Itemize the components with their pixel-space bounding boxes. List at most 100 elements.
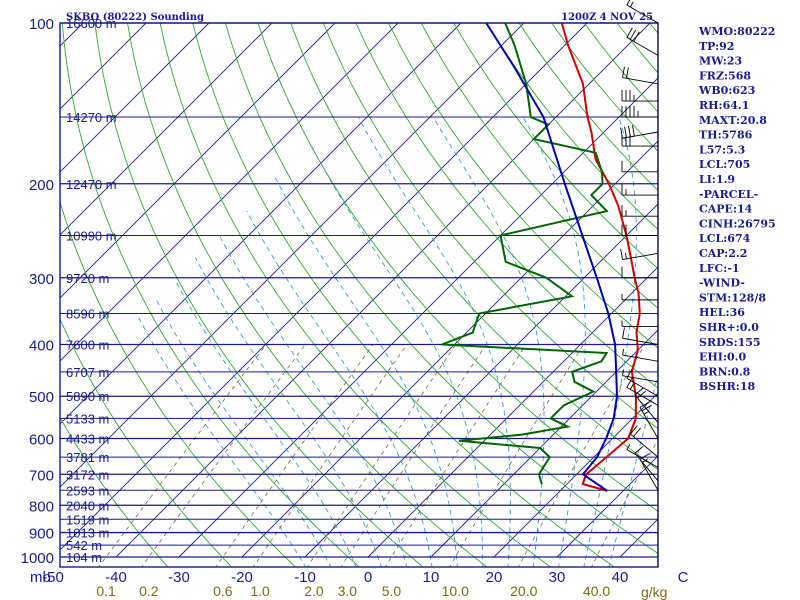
height-label: 5890 m bbox=[66, 389, 109, 404]
height-labels: 16600 m 14270 m 12470 m 10990 m 9720 m 8596 m… bbox=[66, 16, 117, 565]
isotherm-line bbox=[304, 203, 658, 558]
chart-title: SKBO (80222) Sounding bbox=[66, 12, 204, 23]
wind-barb-feather bbox=[620, 127, 623, 139]
stability-index: CINH:26795 bbox=[699, 217, 776, 230]
height-label: 16600 m bbox=[66, 16, 117, 31]
wind-barb-feather bbox=[632, 125, 635, 137]
stability-index: CAP:2.2 bbox=[699, 247, 747, 260]
height-label: 1013 m bbox=[66, 526, 109, 541]
wind-barb bbox=[622, 131, 659, 139]
height-label: 2593 m bbox=[66, 483, 109, 498]
wind-barb-feather bbox=[639, 401, 650, 408]
dewpoint-trace bbox=[441, 23, 609, 485]
stability-index: WB0:623 bbox=[698, 84, 755, 97]
isotherm-line bbox=[178, 77, 658, 558]
dry-adiabat-line bbox=[60, 318, 233, 567]
stability-index: WMO:80222 bbox=[698, 25, 775, 38]
stability-index: SRDS:155 bbox=[699, 336, 761, 349]
wind-barb-feather bbox=[633, 31, 640, 42]
dry-adiabat-line bbox=[94, 23, 424, 567]
isotherm-line bbox=[60, 23, 336, 299]
height-label: 542 m bbox=[66, 538, 102, 553]
height-label: 10990 m bbox=[66, 228, 117, 243]
mixing-ratio-tick-label: 5.0 bbox=[382, 583, 402, 599]
height-label: 12470 m bbox=[66, 177, 117, 192]
wind-barb-feather bbox=[643, 410, 650, 415]
stability-index: HEL:36 bbox=[699, 306, 745, 319]
stability-index: EHI:0.0 bbox=[699, 351, 746, 364]
temperature-tick-label: 20 bbox=[486, 569, 503, 586]
wind-barb-feather bbox=[626, 0, 631, 6]
wind-barb-feather bbox=[624, 126, 627, 138]
wind-barb-feather bbox=[633, 427, 641, 437]
temperature-tick-label: 40 bbox=[612, 569, 629, 586]
pressure-tick-label: 700 bbox=[29, 467, 54, 484]
height-label: 3172 m bbox=[66, 467, 109, 482]
height-label: 7600 m bbox=[66, 338, 109, 353]
wind-barb-feather bbox=[629, 383, 634, 390]
height-label: 5133 m bbox=[66, 411, 109, 426]
mixing-ratio-tick-label: 20.0 bbox=[510, 583, 537, 599]
height-label: 3781 m bbox=[66, 450, 109, 465]
height-label: 14270 m bbox=[66, 110, 117, 125]
stability-index: L57:5.3 bbox=[699, 143, 745, 156]
mixing-ratio-tick-label: 0.1 bbox=[96, 583, 116, 599]
mixing-ratio-line bbox=[252, 344, 408, 567]
mixing-ratio-tick-label: 2.0 bbox=[304, 583, 324, 599]
stability-index: MW:23 bbox=[699, 55, 742, 68]
pressure-unit-label: mb bbox=[30, 569, 51, 586]
temperature-tick-label: 30 bbox=[549, 569, 566, 586]
temperature-tick-label: C bbox=[678, 569, 689, 586]
moist-adiabat-line bbox=[195, 257, 382, 567]
moist-adiabat-line bbox=[175, 281, 357, 567]
temperature-tick-label: -20 bbox=[231, 569, 253, 586]
pressure-tick-label: 1000 bbox=[21, 550, 54, 567]
wind-barb bbox=[634, 394, 659, 423]
wind-barb-feather bbox=[641, 459, 648, 463]
wind-barb bbox=[622, 77, 659, 85]
wind-barb-feather bbox=[641, 404, 652, 412]
mixing-ratio-tick-label: 3.0 bbox=[338, 583, 358, 599]
wind-barb-feather bbox=[622, 349, 625, 356]
isotherm-line bbox=[60, 23, 210, 173]
dry-adiabat-line bbox=[60, 416, 169, 567]
wind-barb bbox=[626, 37, 659, 56]
temperature-tick-label: -50 bbox=[42, 569, 64, 586]
stability-index: LI:1.9 bbox=[699, 173, 735, 186]
wind-barb-feather bbox=[626, 444, 631, 450]
pressure-tick-label: 200 bbox=[29, 177, 54, 194]
mixing-ratio-tick-labels: 0.1 0.2 0.6 1.0 2.0 3.0 5.0 10.0 20.0 40.0 bbox=[96, 583, 610, 599]
isotherm-line bbox=[60, 23, 462, 425]
stability-index: -WIND- bbox=[699, 277, 745, 290]
height-label: 9720 m bbox=[66, 271, 109, 286]
pressure-tick-label: 500 bbox=[29, 389, 54, 406]
isotherm-lines bbox=[60, 23, 658, 558]
isotherm-line bbox=[115, 23, 651, 558]
chart-time: 1200Z 4 NOV 25 bbox=[561, 12, 653, 23]
pressure-tick-label: 400 bbox=[29, 338, 54, 355]
mixing-ratio-line bbox=[141, 344, 306, 567]
mixing-ratio-tick-label: 0.2 bbox=[139, 583, 159, 599]
stability-index: TH:5786 bbox=[699, 129, 753, 142]
mixing-ratio-line bbox=[306, 344, 457, 567]
stability-index: TP:92 bbox=[699, 40, 734, 53]
mixing-ratio-line bbox=[591, 438, 658, 567]
wind-barb-feather bbox=[625, 252, 627, 259]
stability-index: SHR+:0.0 bbox=[699, 321, 759, 334]
temperature-tick-label: -40 bbox=[105, 569, 127, 586]
sounding-traces bbox=[441, 23, 641, 492]
dry-adiabat-line bbox=[127, 23, 488, 567]
parcel-trace bbox=[485, 23, 619, 492]
pressure-tick-label: 800 bbox=[29, 498, 54, 515]
stability-index: FRZ:568 bbox=[699, 69, 751, 82]
isotherm-line bbox=[60, 23, 399, 362]
isotherm-line bbox=[493, 392, 658, 558]
temperature-tick-label: -30 bbox=[168, 569, 190, 586]
wind-barb-feather bbox=[630, 425, 638, 435]
isotherm-line bbox=[60, 23, 525, 488]
temperature-trace bbox=[560, 23, 641, 492]
mixing-ratio-tick-label: 0.6 bbox=[213, 583, 233, 599]
dry-adiabat-line bbox=[789, 0, 800, 568]
wind-barb-feather bbox=[629, 29, 637, 40]
